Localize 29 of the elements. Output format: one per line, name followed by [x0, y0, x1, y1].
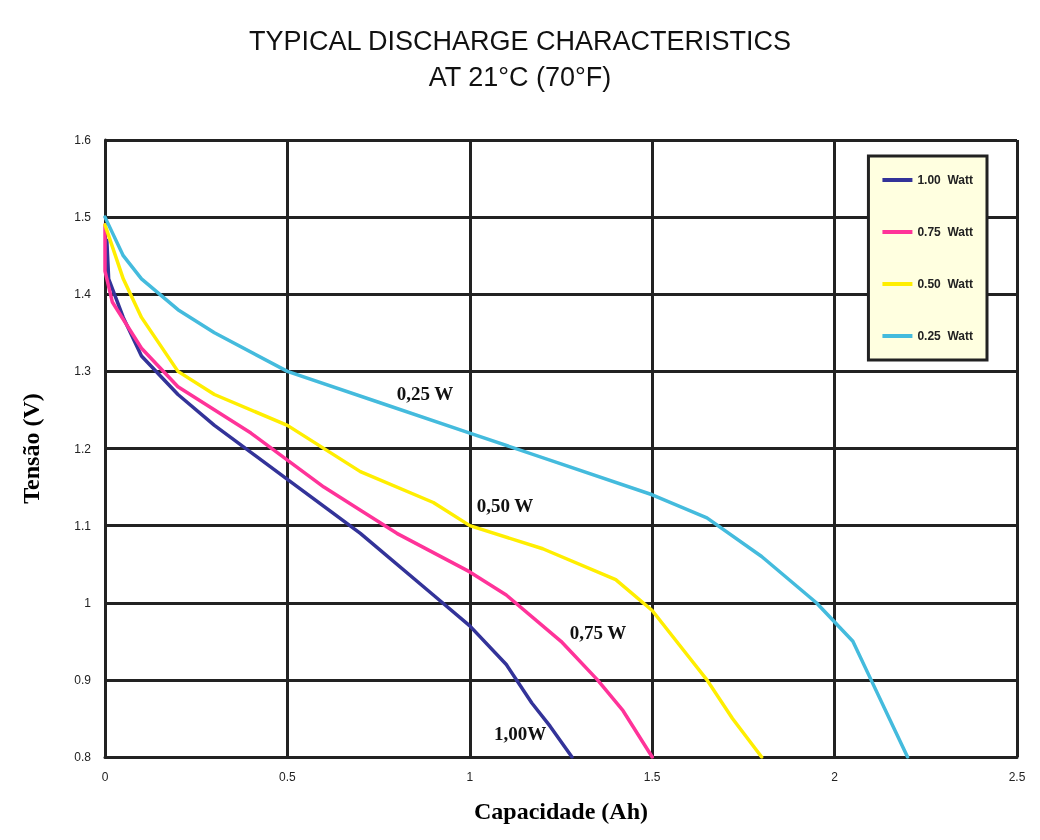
y-tick-label: 1.3 — [74, 364, 92, 379]
x-tick-label: 0 — [101, 770, 109, 784]
y-tick-label: 1.5 — [74, 210, 92, 225]
x-tick-label: 1.5 — [643, 770, 661, 784]
legend-label: 1.00 Watt — [917, 173, 974, 187]
x-axis-title: Capacidade (Ah) — [473, 798, 649, 824]
annotation: 0,50 W — [476, 494, 534, 516]
line-series — [103, 223, 764, 759]
x-tick-label: 2.5 — [1008, 770, 1026, 784]
annotation: 0,75 W — [569, 621, 627, 643]
annotation: 1,00W — [493, 722, 547, 744]
line-series — [103, 215, 910, 759]
x-tick-label: 2 — [831, 770, 839, 784]
y-tick-label: 0.9 — [74, 672, 92, 687]
x-tick-label: 1 — [466, 770, 474, 784]
legend-label: 0.75 Watt — [917, 225, 974, 239]
y-tick-label: 1 — [84, 595, 92, 610]
line-series — [103, 223, 654, 759]
legend-label: 0.25 Watt — [917, 329, 974, 343]
chart-title: TYPICAL DISCHARGE CHARACTERISTICS AT 21°C (70°F) — [248, 26, 792, 92]
annotation: 0,25 W — [396, 382, 454, 404]
y-axis-title: Tensão (V) — [18, 393, 44, 504]
y-tick-label: 0.8 — [74, 750, 92, 764]
y-tick-label: 1.2 — [74, 441, 92, 456]
legend-label: 0.50 Watt — [917, 277, 974, 291]
y-tick-label: 1.4 — [74, 287, 92, 302]
x-tick-label: 0.5 — [279, 770, 297, 784]
y-tick-label: 1.1 — [74, 518, 92, 533]
y-tick-label: 1.6 — [74, 133, 92, 147]
